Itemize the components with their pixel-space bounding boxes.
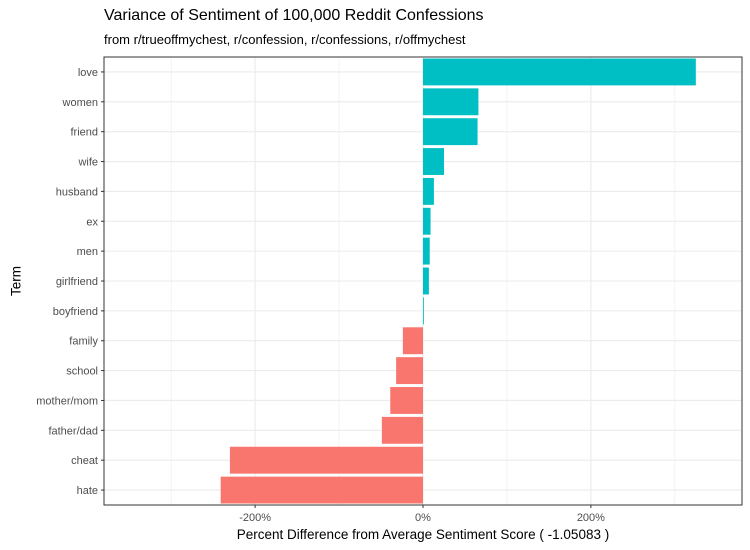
bar-men	[423, 237, 430, 265]
y-tick-label: ex	[86, 216, 98, 228]
x-tick-label: 0%	[415, 512, 431, 524]
chart-title: Variance of Sentiment of 100,000 Reddit …	[104, 7, 484, 24]
bar-girlfriend	[423, 267, 429, 295]
panel-border	[103, 56, 743, 506]
y-tick-label: school	[66, 366, 98, 378]
y-tick-label: friend	[70, 127, 98, 139]
bar-school	[396, 357, 423, 385]
x-tick-label: 200%	[577, 512, 605, 524]
bar-family	[402, 327, 423, 355]
y-axis-title: Term	[8, 266, 24, 296]
y-tick-label: cheat	[71, 455, 98, 467]
bar-women	[423, 88, 479, 116]
chart-subtitle: from r/trueoffmychest, r/confession, r/c…	[104, 32, 466, 47]
bar-husband	[423, 177, 434, 205]
bar-love	[423, 58, 696, 86]
y-tick-label: mother/mom	[36, 395, 98, 407]
bar-hate	[220, 476, 423, 504]
bars	[220, 58, 696, 504]
y-tick-label: men	[77, 246, 98, 258]
y-tick-label: women	[62, 97, 98, 109]
bar-father-dad	[381, 416, 423, 444]
bar-friend	[423, 118, 478, 146]
y-tick-label: husband	[56, 186, 98, 198]
bar-mother-mom	[390, 387, 423, 414]
y-tick-label: boyfriend	[53, 306, 98, 318]
y-tick-label: hate	[77, 485, 98, 497]
y-tick-label: girlfriend	[56, 276, 98, 288]
bar-boyfriend	[423, 297, 424, 325]
axes: love women friend wife husband ex men girlfrien…	[36, 56, 743, 524]
y-tick-label: family	[69, 336, 98, 348]
y-tick-label: love	[78, 67, 98, 79]
y-tick-label: wife	[77, 157, 98, 169]
bar-ex	[423, 207, 431, 235]
bar-cheat	[229, 446, 423, 474]
bar-wife	[423, 148, 444, 175]
x-axis-title: Percent Difference from Average Sentimen…	[236, 527, 610, 542]
x-tick-label: -200%	[239, 512, 271, 524]
y-tick-label: father/dad	[48, 425, 98, 437]
